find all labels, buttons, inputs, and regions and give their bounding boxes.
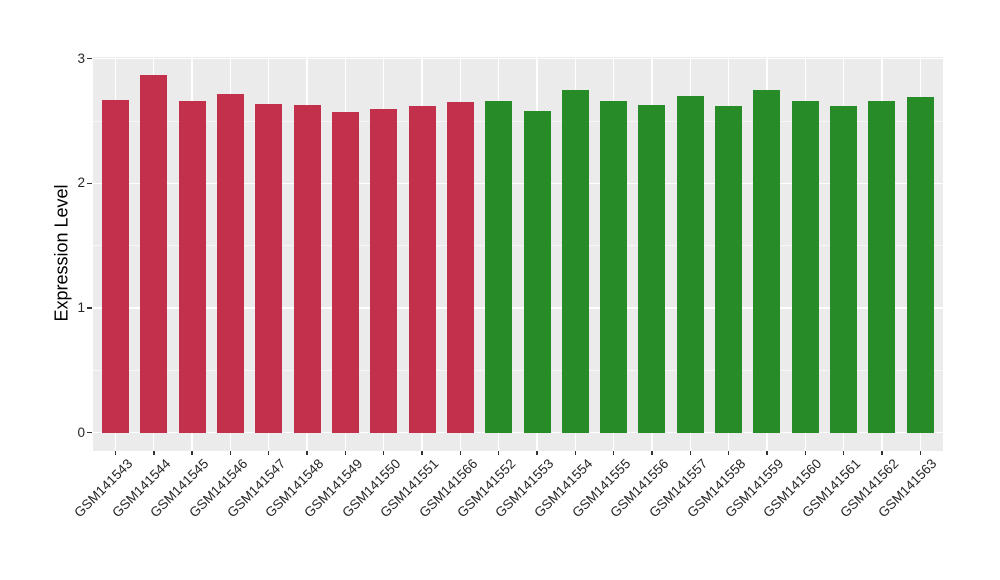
plot-panel	[92, 56, 944, 451]
x-axis-tick	[574, 450, 577, 456]
bar	[255, 103, 283, 433]
bar	[293, 104, 321, 433]
y-axis-tick-label: 0	[77, 424, 85, 440]
bar	[830, 106, 858, 433]
x-axis-tick	[651, 450, 653, 456]
y-axis-tick	[87, 307, 93, 309]
bar	[676, 96, 704, 433]
x-axis-tick	[612, 450, 615, 456]
gridline-major	[92, 307, 944, 309]
y-axis-tick	[87, 58, 93, 60]
x-axis-tick	[459, 450, 462, 456]
x-axis-tick	[766, 450, 768, 456]
x-axis-tick	[153, 450, 155, 456]
x-axis-tick	[727, 450, 730, 456]
bar	[140, 74, 168, 433]
bar	[331, 112, 359, 433]
x-axis-tick	[689, 450, 691, 456]
gridline-major	[92, 57, 944, 60]
y-axis-tick-label: 1	[77, 300, 85, 316]
x-axis-tick	[536, 450, 538, 456]
y-axis-tick	[87, 432, 93, 434]
bar	[715, 106, 743, 433]
x-axis-tick	[919, 450, 921, 456]
bar	[561, 89, 589, 433]
bar	[485, 101, 513, 433]
bar	[216, 93, 244, 433]
bar	[408, 106, 436, 433]
bar	[638, 104, 666, 433]
bar	[523, 111, 551, 433]
x-axis-tick	[842, 450, 845, 456]
bar	[446, 102, 474, 433]
x-axis-tick	[268, 450, 270, 456]
x-axis-tick	[498, 450, 500, 456]
x-axis-tick	[344, 450, 347, 456]
bar	[906, 97, 934, 433]
x-axis-tick	[804, 450, 806, 456]
gridline-minor	[92, 245, 944, 247]
bar	[600, 101, 628, 433]
x-axis-tick	[421, 450, 423, 456]
x-axis-tick	[881, 450, 883, 456]
x-axis-tick	[191, 450, 193, 456]
bar	[102, 99, 129, 433]
gridline-minor	[92, 120, 944, 122]
gridline-minor	[92, 369, 944, 371]
bar	[178, 101, 206, 433]
bar	[370, 108, 398, 433]
y-axis-tick	[87, 182, 93, 185]
x-axis-tick	[383, 450, 385, 456]
y-axis-tick-label: 3	[77, 50, 85, 66]
bar	[791, 101, 819, 433]
x-axis-tick	[306, 450, 308, 456]
y-axis-tick-label: 2	[77, 175, 85, 191]
bar	[753, 89, 781, 433]
bar	[868, 101, 896, 433]
gridline-major	[92, 182, 944, 185]
gridline-major	[92, 432, 944, 434]
x-axis-tick	[229, 450, 232, 456]
x-axis-tick	[114, 450, 117, 456]
